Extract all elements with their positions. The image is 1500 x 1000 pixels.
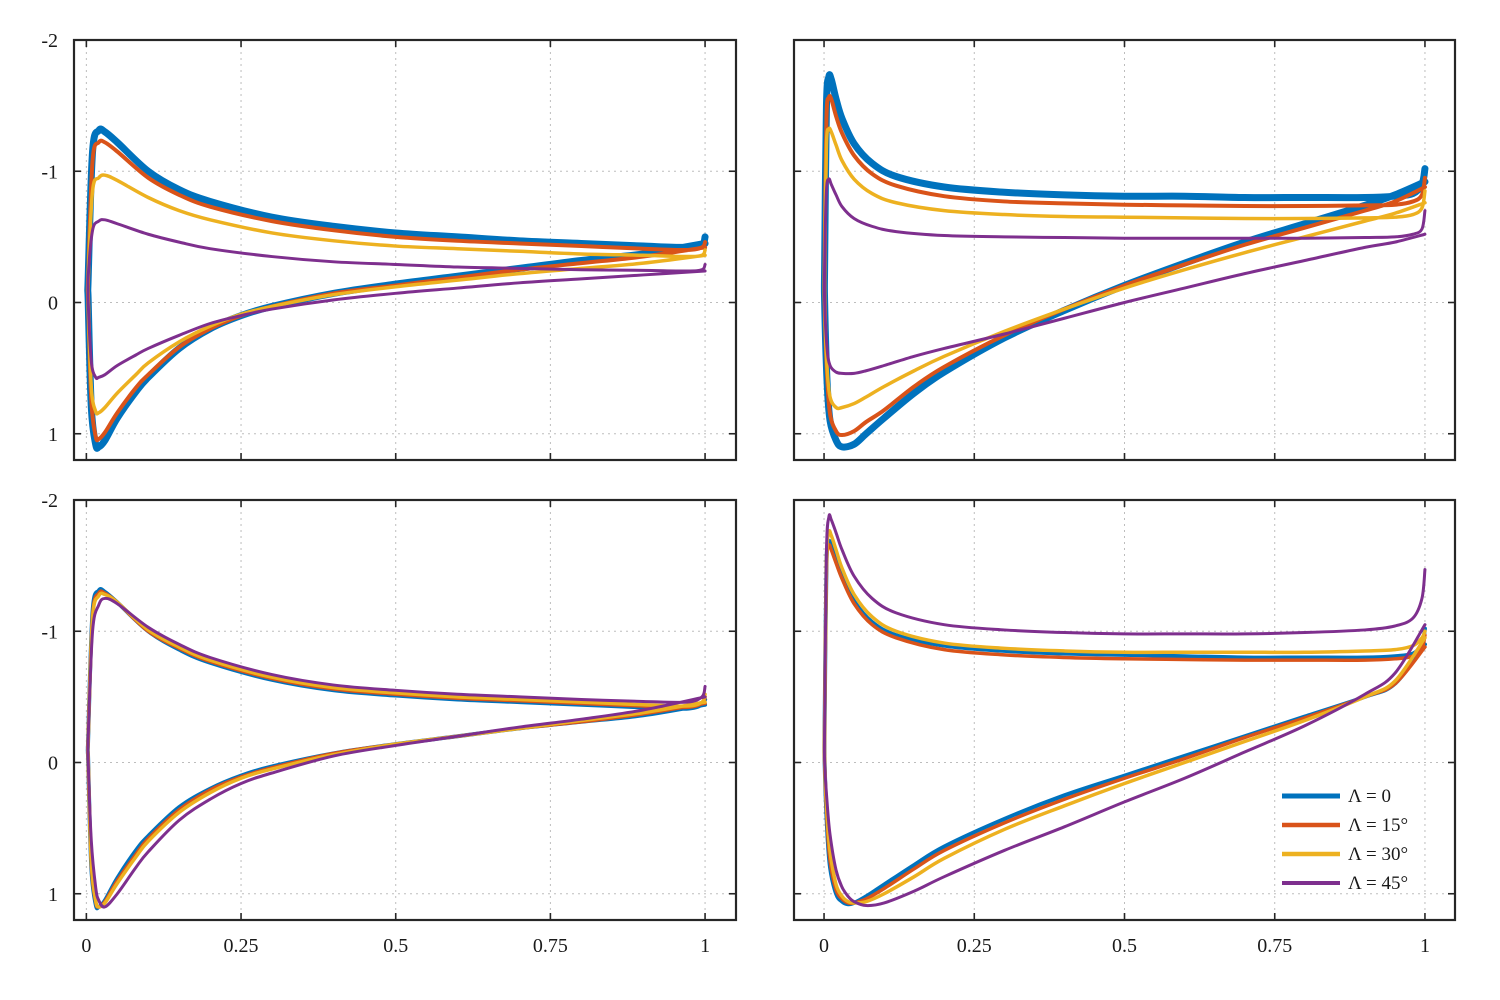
- series-line-3: [822, 177, 1427, 376]
- x-tick-label: 0.75: [533, 935, 568, 957]
- axes-frame: [72, 38, 738, 462]
- y-tick-label: 1: [48, 424, 58, 446]
- x-tick-label: 1: [1420, 935, 1430, 957]
- y-tick-label: -1: [41, 621, 58, 643]
- x-tick-label: 0.5: [1112, 935, 1137, 957]
- legend: Λ = 0 Λ = 15° Λ = 30° Λ = 45°: [1282, 786, 1408, 894]
- x-tick-label: 0.25: [224, 935, 259, 957]
- x-tick-label: 0: [81, 935, 91, 957]
- series-line-2: [86, 591, 707, 909]
- series-line-3: [822, 513, 1427, 908]
- series-line-3: [86, 596, 707, 909]
- y-tick-label: 0: [48, 293, 58, 315]
- series-line-0: [85, 587, 708, 911]
- x-tick-label: 0.75: [1257, 935, 1292, 957]
- y-tick-label: 1: [48, 884, 58, 906]
- y-tick-label: -2: [41, 490, 58, 512]
- panel-bottom-left: 0 0.25 0.5 0.75 1 -2 -1 0 1: [41, 490, 738, 957]
- series-line-1: [822, 93, 1427, 438]
- legend-label: Λ = 15°: [1348, 815, 1408, 836]
- series-line-1: [85, 138, 708, 443]
- legend-label: Λ = 30°: [1348, 844, 1408, 865]
- legend-label: Λ = 45°: [1348, 873, 1408, 894]
- panel-top-left: -2 -1 0 1: [41, 30, 738, 462]
- series-line-1: [86, 589, 707, 909]
- panel-top-right: [792, 38, 1457, 462]
- axes-frame: [72, 498, 738, 922]
- x-tick-label: 0: [819, 935, 829, 957]
- x-tick-label: 1: [700, 935, 710, 957]
- series-line-3: [86, 218, 707, 381]
- y-tick-label: -1: [41, 161, 58, 183]
- series-line-0: [84, 125, 709, 452]
- x-tick-label: 0.25: [957, 935, 992, 957]
- y-tick-label: -2: [41, 30, 58, 52]
- x-tick-label: 0.5: [383, 935, 408, 957]
- panel-bottom-right: 0 0.25 0.5 0.75 1 Λ = 0 Λ = 15° Λ = 30° Λ = 45°: [792, 498, 1457, 957]
- legend-label: Λ = 0: [1348, 786, 1391, 807]
- y-tick-label: 0: [48, 753, 58, 775]
